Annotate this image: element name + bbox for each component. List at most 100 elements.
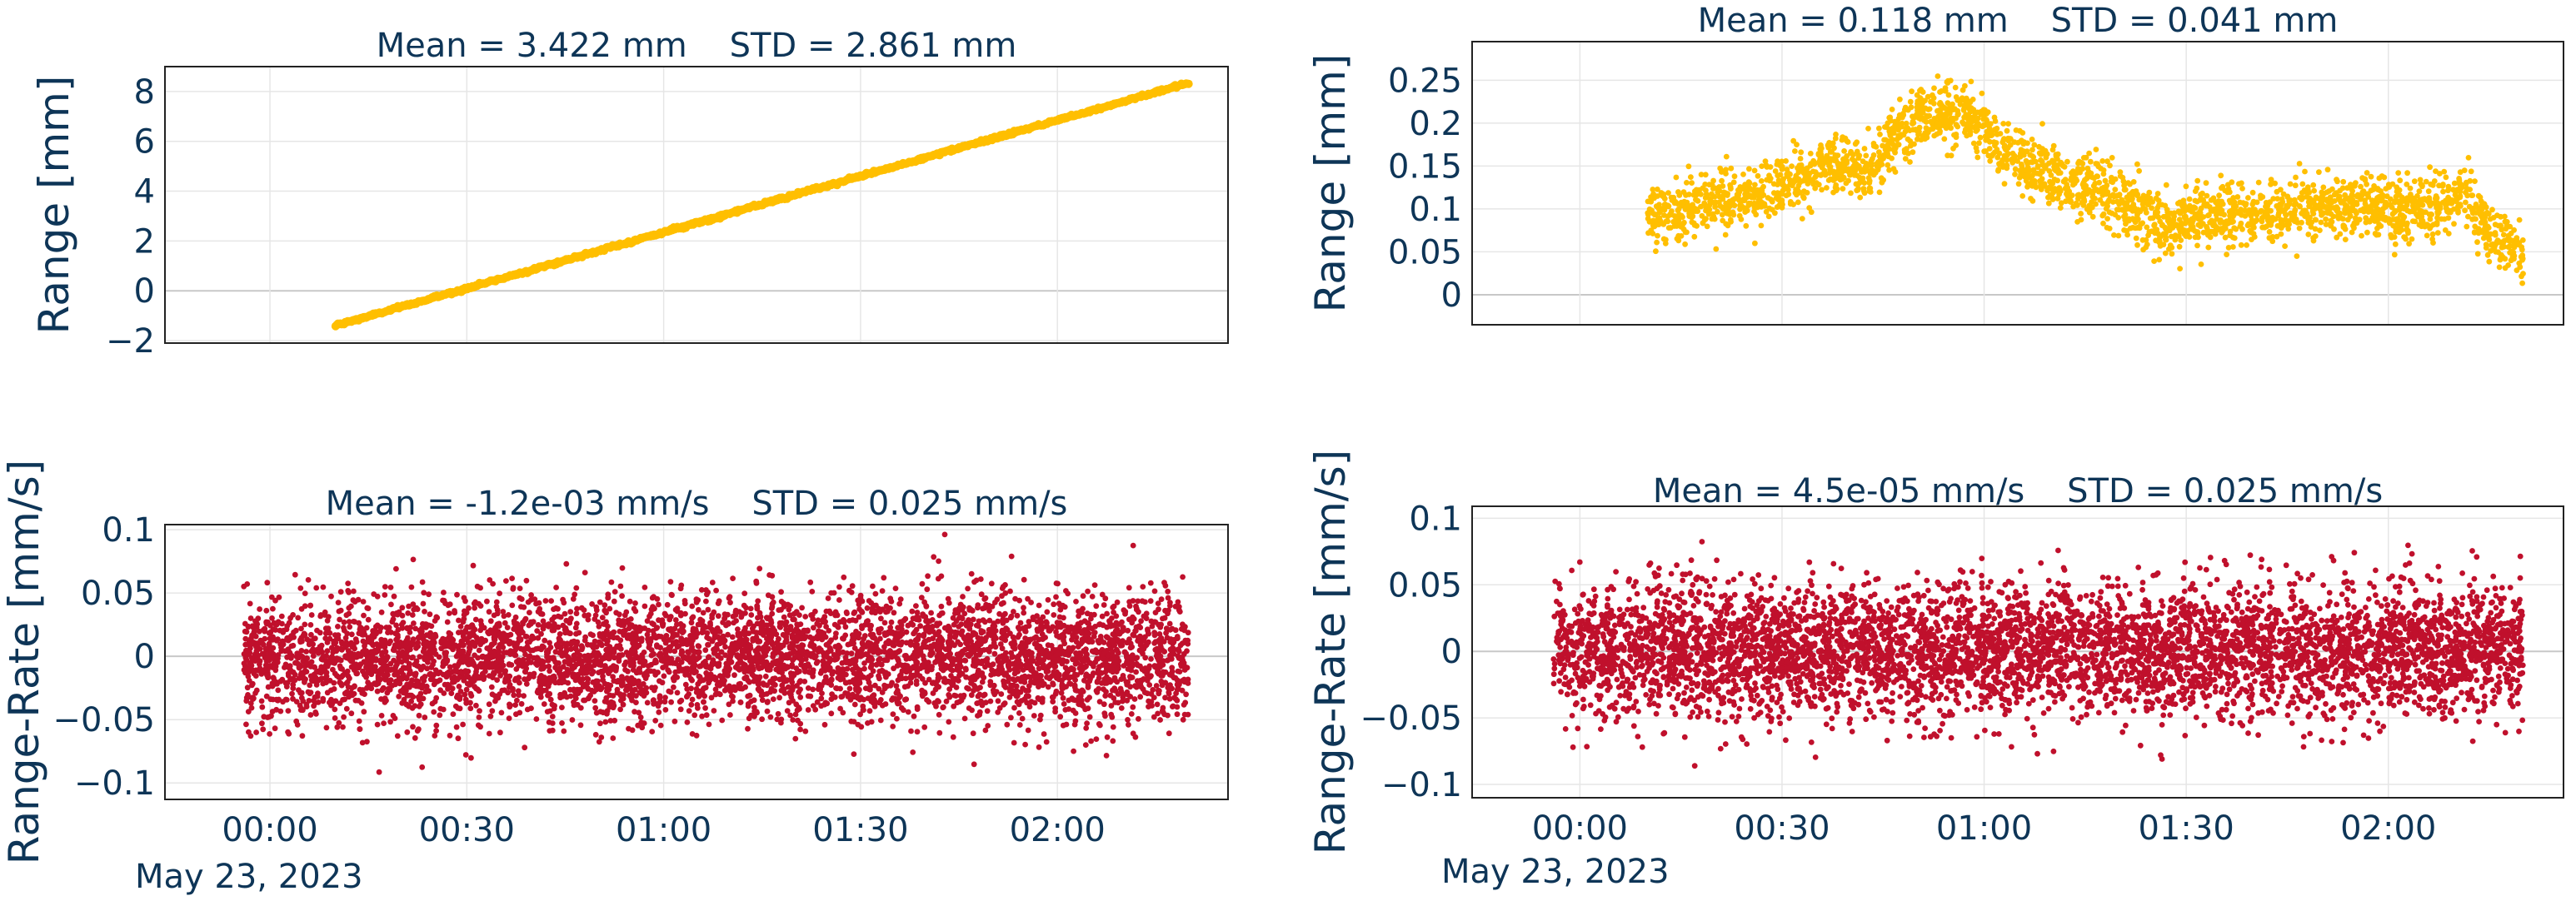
data-point <box>2143 244 2149 251</box>
data-point <box>711 708 717 714</box>
data-point <box>1942 111 1949 117</box>
data-point <box>414 728 421 734</box>
data-point <box>1876 149 1882 156</box>
data-point <box>2299 181 2306 187</box>
data-point <box>2478 198 2484 205</box>
data-point <box>1180 621 1186 628</box>
data-point <box>1957 102 1964 107</box>
data-point <box>2248 210 2254 217</box>
data-point <box>2406 241 2413 247</box>
data-point <box>2089 174 2095 181</box>
data-point <box>1936 130 1943 136</box>
data-point <box>1117 685 1124 692</box>
data-point <box>2485 211 2492 217</box>
data-point <box>2376 195 2383 201</box>
data-point <box>1022 741 1028 748</box>
data-point <box>569 717 576 723</box>
data-point <box>1740 172 1746 177</box>
data-point <box>2329 219 2335 225</box>
data-point <box>2310 182 2317 188</box>
data-point <box>1977 134 1984 141</box>
data-point <box>2299 211 2305 217</box>
data-point <box>257 606 262 612</box>
data-point <box>1713 246 1720 252</box>
data-point <box>2239 186 2245 192</box>
data-point <box>1962 127 1969 133</box>
data-point <box>2023 157 2029 164</box>
data-point <box>2136 167 2143 174</box>
data-point <box>2279 198 2286 205</box>
data-point <box>1779 163 1785 170</box>
data-point <box>1135 598 1141 605</box>
data-point <box>1974 121 1980 127</box>
data-point <box>2481 217 2488 223</box>
data-point <box>1653 248 1659 255</box>
data-point <box>2064 185 2071 191</box>
data-point <box>2199 221 2206 226</box>
data-point <box>2217 219 2224 226</box>
data-point <box>2162 250 2169 256</box>
data-point <box>1987 121 1994 127</box>
data-point <box>1892 145 1899 152</box>
data-point <box>2269 234 2276 240</box>
data-point <box>2424 232 2430 239</box>
data-point <box>1021 610 1027 616</box>
data-point <box>1944 77 1951 84</box>
data-point <box>2069 182 2076 188</box>
data-point <box>1752 240 1758 246</box>
data-point <box>2305 231 2312 237</box>
data-point <box>2468 168 2474 175</box>
data-point <box>2224 189 2231 196</box>
data-point <box>1071 721 1078 728</box>
data-point <box>1715 208 1720 215</box>
data-point <box>1737 184 1744 190</box>
data-point <box>2429 182 2436 188</box>
data-point <box>688 701 695 708</box>
data-point <box>730 698 736 704</box>
data-point <box>821 614 828 620</box>
data-point <box>2165 215 2172 222</box>
data-point <box>1774 204 1780 211</box>
y-tick-label: 0.25 <box>1388 62 1462 100</box>
data-point <box>1974 148 1980 155</box>
data-point <box>1959 87 1966 93</box>
data-point <box>2308 224 2314 230</box>
data-point <box>1671 223 1678 229</box>
data-point <box>2359 207 2365 213</box>
data-point <box>2486 258 2493 265</box>
data-point <box>2299 197 2305 202</box>
data-point <box>1678 224 1685 230</box>
data-point <box>1706 207 1713 213</box>
data-point <box>661 636 667 643</box>
data-point <box>2259 224 2266 231</box>
data-point <box>2061 164 2068 170</box>
data-point <box>2249 221 2255 227</box>
data-point <box>1905 107 1911 113</box>
data-point <box>792 735 799 742</box>
data-point <box>1722 231 1729 238</box>
data-point <box>2259 194 2266 200</box>
data-point <box>2229 234 2236 241</box>
data-point <box>2000 121 2007 127</box>
data-point <box>2042 183 2048 189</box>
data-point <box>2049 194 2055 201</box>
data-point <box>1817 156 1824 162</box>
data-point <box>1930 92 1935 98</box>
data-point <box>2242 207 2248 214</box>
data-point <box>2080 190 2087 197</box>
data-point <box>1704 223 1710 230</box>
data-point <box>1674 217 1680 224</box>
data-point <box>542 637 548 644</box>
data-point <box>730 575 736 581</box>
data-point <box>988 580 995 587</box>
data-point <box>2018 147 2024 153</box>
data-point <box>2151 258 2158 264</box>
data-point <box>1702 172 1709 178</box>
data-point <box>1712 204 1719 210</box>
data-point <box>1939 105 1945 112</box>
data-point <box>1719 177 1725 184</box>
data-point <box>2437 171 2443 177</box>
data-point <box>1762 158 1769 165</box>
data-point <box>2439 182 2446 189</box>
